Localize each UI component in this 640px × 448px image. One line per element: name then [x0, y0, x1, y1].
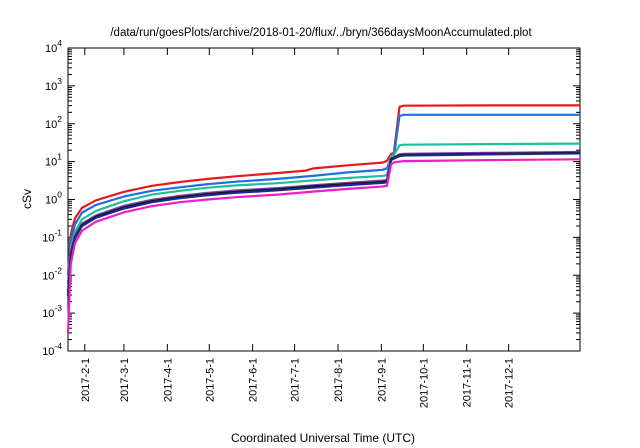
series-line-blue [66, 113, 580, 284]
x-tick-label: 2017-10-1 [418, 358, 430, 408]
y-tick-label: 100 [45, 190, 62, 207]
y-axis: 10-4 10-3 10-2 10-1 100 101 102 103 104 [42, 38, 580, 358]
x-axis-label: Coordinated Universal Time (UTC) [231, 431, 415, 445]
x-tick-label: 2017-4-1 [162, 358, 174, 402]
series-layer [66, 104, 581, 333]
y-tick-label: 101 [45, 152, 62, 169]
x-tick-label: 2017-11-1 [462, 358, 474, 407]
y-tick-label: 102 [45, 114, 62, 131]
x-tick-label: 2017-7-1 [290, 358, 302, 402]
chart-title: /data/run/goesPlots/archive/2018-01-20/f… [110, 27, 532, 39]
series-line-teal [66, 142, 581, 291]
x-tick-label: 2017-3-1 [119, 358, 131, 402]
x-tick-label: 2017-5-1 [204, 358, 216, 402]
y-tick-label: 104 [45, 38, 62, 55]
x-tick-label: 2017-12-1 [504, 358, 516, 408]
plot-frame [67, 47, 581, 352]
y-tick-label: 10-2 [42, 265, 62, 282]
y-axis-label: cSv [20, 189, 34, 209]
x-tick-label: 2017-6-1 [248, 358, 260, 402]
series-line-navy [66, 152, 581, 297]
series-line-purple [66, 150, 581, 296]
y-tick-label: 10-4 [42, 341, 62, 358]
x-tick-label: 2017-9-1 [376, 358, 388, 402]
x-tick-label: 2017-2-1 [80, 358, 92, 402]
y-tick-label: 10-3 [42, 303, 62, 320]
y-tick-label: 103 [45, 76, 62, 93]
x-tick-label: 2017-8-1 [333, 358, 345, 402]
x-axis: 2017-2-1 2017-3-1 2017-4-1 2017-5-1 2017-6-1… [80, 48, 516, 408]
y-tick-label: 10-1 [42, 227, 62, 244]
series-line-magenta [66, 158, 581, 333]
